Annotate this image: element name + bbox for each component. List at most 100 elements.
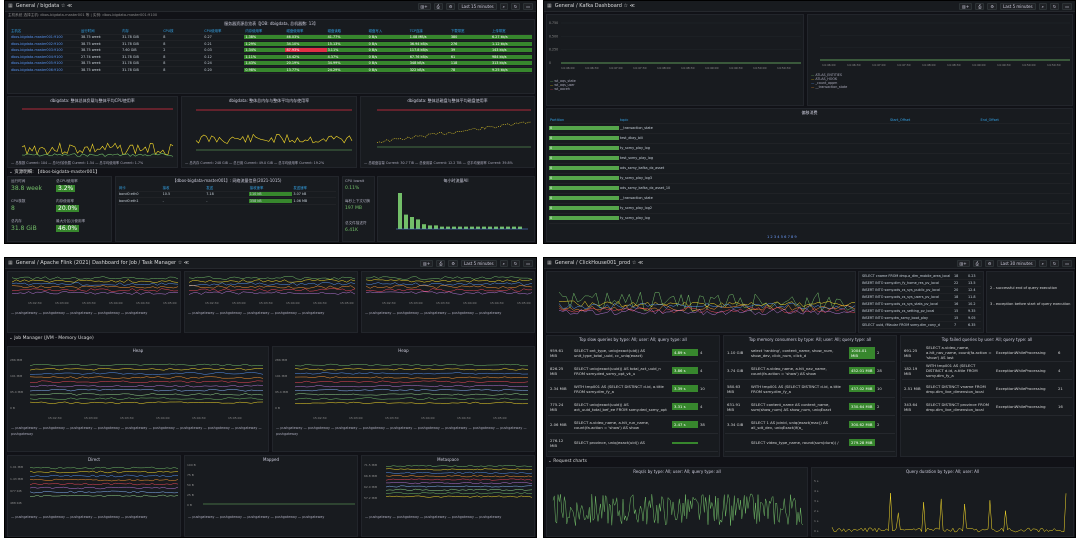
table-row[interactable]: 1.10 GiB select 'ranking', content_name, … xyxy=(725,344,895,362)
table-row[interactable]: bond0:eth0 10.5 7.18 110 kB 3.07 kB xyxy=(118,192,336,198)
col-header[interactable]: 下载带宽 xyxy=(450,29,465,34)
table-row[interactable]: dbos-bigdata-master006:9100 38.75 week 31.… xyxy=(10,67,533,74)
table-row[interactable]: 3.34 GiB SELECT 1 AS joinid, uniq(exact(m… xyxy=(725,416,895,434)
settings-gear-icon[interactable]: ⚙ xyxy=(987,2,997,10)
col-header[interactable]: topic xyxy=(620,117,629,122)
table-row[interactable]: dbos-bigdata-master003:9100 38.75 week 7.6… xyxy=(10,48,533,54)
dashboard-title[interactable]: General / Apache Flink (2021) Dashboard … xyxy=(15,260,190,266)
table-row[interactable]: 0 ty_sxmy_play_log xyxy=(549,144,1070,154)
table-row[interactable]: INSERT INTO sxmy.ods_cs_sys_users_pv_loc… xyxy=(861,294,981,301)
table-row[interactable]: 182.19 MiB WITH tmp001 AS (SELECT DISTINC… xyxy=(902,362,1072,380)
add-panel-button[interactable]: ▥+ xyxy=(420,259,434,267)
legend-item[interactable]: — _count_appm xyxy=(811,81,838,85)
table-row[interactable]: 0 test_sxmy_play_log xyxy=(549,154,1070,164)
col-header[interactable]: 网卡 xyxy=(119,186,126,191)
grid-icon[interactable]: ▦ xyxy=(547,3,552,9)
dashboard-title[interactable]: General / Kafka Dashboard ☆ ≪ xyxy=(554,3,635,9)
table-row[interactable]: 276.12 MiB SELECT province, uniq(exact(ui… xyxy=(548,434,718,452)
dashboard-title[interactable]: General / bigdata ☆ ≪ xyxy=(15,3,73,9)
dashboard-title[interactable]: General / ClickHouse001_prod ☆ ≪ xyxy=(554,260,644,266)
detail-section-header[interactable]: ⌄ 资源明细: 【dbos-bigdata-master001】 xyxy=(9,170,100,175)
table-row[interactable]: 691.25 MiB SELECT a.video_name, a.hit_nav… xyxy=(902,344,1072,362)
legend-item[interactable]: — ATLAS_HOOK xyxy=(811,77,838,81)
grid-icon[interactable]: ▦ xyxy=(547,260,552,266)
zoom-icon[interactable]: ⌕ xyxy=(499,259,508,267)
legend-item[interactable]: — wt_aqs_state xyxy=(550,79,576,83)
table-row[interactable]: 826.25 MiB SELECT uniq(exact(uuid)) AS to… xyxy=(548,362,718,380)
col-header[interactable]: CPU核 xyxy=(163,29,174,34)
table-row[interactable]: INSERT INTO sxmy.dw_sxmy_boot_play 15 9.05 xyxy=(861,315,981,322)
pagination[interactable]: 1 2 3 4 5 6 7 8 9 xyxy=(767,235,797,239)
table-row[interactable]: 0 __transaction_state xyxy=(549,194,1070,204)
refresh-icon[interactable]: ↻ xyxy=(1049,259,1060,267)
time-picker[interactable]: Last 15 minutes xyxy=(458,2,497,10)
col-header[interactable]: 接收 xyxy=(162,186,170,191)
table-row[interactable]: SELECT uuid, fMauiar FROM sxmy.dim_cony_… xyxy=(861,322,981,329)
table-row[interactable]: dbos-bigdata-master004:9100 27.74 week 31.… xyxy=(10,54,533,61)
zoom-icon[interactable]: ⌕ xyxy=(1038,259,1047,267)
col-header[interactable]: 内存 xyxy=(122,29,129,34)
zoom-icon[interactable]: ⌕ xyxy=(1038,2,1047,10)
settings-gear-icon[interactable]: ⚙ xyxy=(448,259,458,267)
add-panel-button[interactable]: ▥+ xyxy=(956,259,970,267)
table-row[interactable]: dbos-bigdata-master001:9100 38.75 week 31.… xyxy=(10,35,533,41)
col-header[interactable]: 内存使用率 xyxy=(245,29,263,34)
refresh-icon[interactable]: ↻ xyxy=(510,2,521,10)
table-row[interactable]: INSERT INTO sxmy.ods_cs_setting_pv_local… xyxy=(861,308,981,315)
table-row[interactable]: INSERT INTO sxmy.dim_fy_home_res_pv_loca… xyxy=(861,280,981,287)
col-header[interactable]: 磁盘使用率 xyxy=(286,29,304,34)
table-row[interactable]: 0 ty_sxmy_play_log3 xyxy=(549,174,1070,184)
tv-mode-icon[interactable]: ▭ xyxy=(523,2,533,10)
refresh-icon[interactable]: ↻ xyxy=(510,259,521,267)
col-header[interactable]: 发送速率 xyxy=(293,186,307,191)
col-header[interactable]: 主机名 xyxy=(11,29,22,34)
table-row[interactable]: 343.64 MiB SELECT DISTINCT province FROM … xyxy=(902,398,1072,416)
table-row[interactable]: SELECT video_type_name, round(sum(dura))… xyxy=(725,434,895,452)
table-row[interactable]: 959.61 MiB SELECT ont_type, uniq(exact(ui… xyxy=(548,344,718,362)
time-picker[interactable]: Last 5 minutes xyxy=(460,259,497,267)
request-section-header[interactable]: ⌄ Request charts xyxy=(548,459,587,464)
save-button[interactable]: ⎙ xyxy=(433,2,443,10)
col-header[interactable]: End_Offset xyxy=(980,117,999,122)
table-row[interactable]: 0 ods_sxmy_kafka_dx_asset_10 xyxy=(549,184,1070,194)
col-header[interactable]: Start_Offset xyxy=(890,117,911,122)
tv-mode-icon[interactable]: ▭ xyxy=(1062,259,1072,267)
variables-line[interactable]: 主机系统 选择主机: dbos-bigdata-master001 等 | 实例… xyxy=(8,13,158,17)
legend-item[interactable]: — ATLAS_ENTITIES xyxy=(811,73,842,77)
legend-item[interactable]: — __transaction_state xyxy=(811,85,848,89)
col-header[interactable]: 上传带宽 xyxy=(491,29,506,34)
table-row[interactable]: 0 ty_sxmy_play_log2 xyxy=(549,204,1070,214)
table-row[interactable]: dbos-bigdata-master002:9100 38.75 week 31.… xyxy=(10,41,533,48)
table-row[interactable]: 3.74 GiB SELECT a.video_name, a.hit_nav_n… xyxy=(725,362,895,380)
save-button[interactable]: ⎙ xyxy=(975,2,985,10)
table-row[interactable]: 0 ty_sxmy_play_log xyxy=(549,214,1070,224)
legend-item[interactable]: — wt_aoceh xyxy=(550,87,570,91)
jobmanager-section-header[interactable]: ⌄ Job Manager (JVM - Memory Usage) xyxy=(9,336,94,341)
table-row[interactable]: 775.24 MiB SELECT uniq(exact(uuid)) AS ac… xyxy=(548,398,718,416)
add-panel-button[interactable]: ▥+ xyxy=(959,2,973,10)
col-header[interactable]: 磁盘读取 xyxy=(327,29,342,34)
settings-gear-icon[interactable]: ⚙ xyxy=(445,2,456,10)
col-header[interactable]: 磁盘写入 xyxy=(368,29,383,34)
table-row[interactable]: INSERT INTO sxmy.ods_cs_sys_public_pv_lo… xyxy=(861,287,981,294)
save-button[interactable]: ⎙ xyxy=(436,259,446,267)
table-row[interactable]: 0 ods_sxmy_kafka_dx_asset xyxy=(549,164,1070,174)
col-header[interactable]: 发送 xyxy=(206,186,213,191)
table-row[interactable]: 0 test_dbzy_bili xyxy=(549,134,1070,144)
col-header[interactable]: CPU使用率 xyxy=(204,29,222,34)
table-row[interactable]: 0 __transaction_state xyxy=(549,124,1070,134)
refresh-icon[interactable]: ↻ xyxy=(1049,2,1060,10)
table-row[interactable]: 631.91 MiB SELECT content_name AS content… xyxy=(725,398,895,416)
table-row[interactable]: bond0:eth1 - - 358 kB 1.06 MB xyxy=(118,198,336,205)
time-picker[interactable]: Last 30 minutes xyxy=(997,259,1036,267)
table-row[interactable]: 2.51 MiB SELECT DISTINCT vname FROM dmp.d… xyxy=(902,380,1072,398)
col-header[interactable]: TCP连接 xyxy=(409,29,423,34)
table-row[interactable]: 2.34 MiB WITH tmp001 AS (SELECT DISTINCT … xyxy=(548,380,718,398)
table-row[interactable]: SELECT cname FROM dmp.a_dim_mobile_area_… xyxy=(861,273,981,280)
save-button[interactable]: ⎙ xyxy=(972,259,982,267)
add-panel-button[interactable]: ▥+ xyxy=(417,2,431,10)
settings-gear-icon[interactable]: ⚙ xyxy=(984,259,995,267)
table-row[interactable]: dbos-bigdata-master005:9100 38.75 week 31.… xyxy=(10,61,533,67)
zoom-icon[interactable]: ⌕ xyxy=(499,2,508,10)
col-header[interactable]: 运行时间 xyxy=(81,29,95,34)
